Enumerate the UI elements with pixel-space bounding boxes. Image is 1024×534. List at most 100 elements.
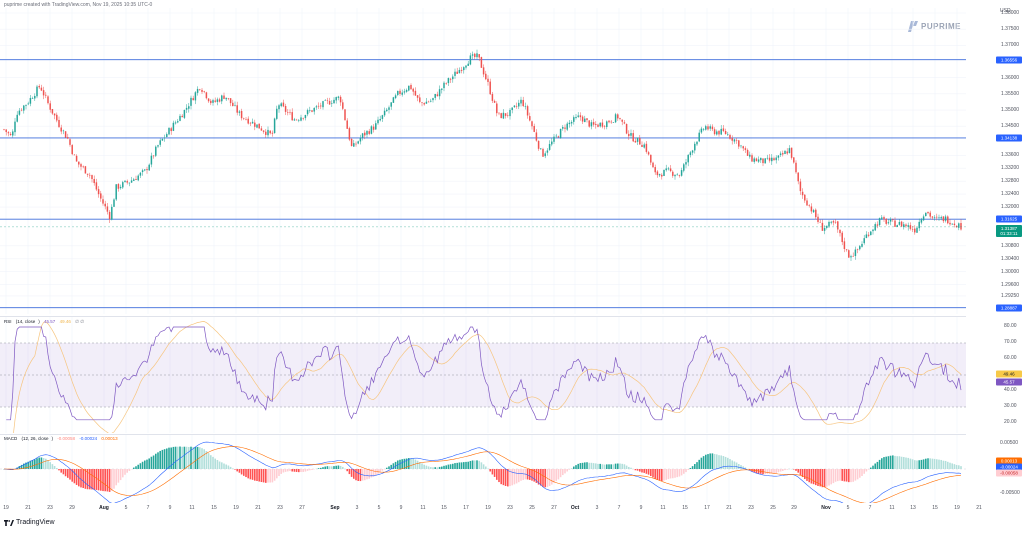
time-tick: 23 — [47, 505, 53, 511]
level-price-tag: 1.36556 — [996, 56, 1022, 64]
rsi-title: RSI (14, close) — [4, 319, 40, 324]
time-tick: 25 — [770, 505, 776, 511]
price-tick: 1.30400 — [1001, 255, 1020, 262]
rsi-value-tag: 49.46 — [996, 370, 1022, 378]
last-price-tag: 1.31387 01:33:11 — [996, 224, 1022, 237]
chart-caption: puprime created with TradingView.com, No… — [4, 2, 153, 8]
price-tick: 1.38000 — [1001, 10, 1020, 16]
time-tick: 19 — [233, 505, 239, 511]
time-tick: 11 — [660, 505, 666, 511]
level-price-tag: 1.34138 — [996, 134, 1022, 142]
time-tick: 3 — [595, 505, 599, 511]
price-tick: 1.32400 — [1001, 191, 1020, 198]
rsi-tick: 70.00 — [1004, 339, 1017, 345]
macd-value-tag: -0.00058 — [996, 469, 1022, 477]
time-tick: 7 — [868, 505, 872, 511]
time-tick: 3 — [355, 505, 359, 511]
macd-value-tag: -0.00024 — [996, 463, 1022, 471]
rsi-tick: 20.00 — [1004, 419, 1017, 425]
rsi-line[interactable] — [6, 326, 962, 421]
price-axis[interactable]: 1.38000 1.37500 1.37000 1.36000 1.35500 1.350… — [966, 0, 1024, 316]
macd-hist-value: -0.00058 — [57, 436, 76, 441]
price-tick: 1.35500 — [1001, 90, 1020, 97]
rsi-legend[interactable]: RSI (14, close) 45.57 49.46 ∅ ∅ — [4, 319, 87, 325]
time-tick: 11 — [889, 505, 895, 511]
macd-title: MACD (12, 26, close) — [4, 436, 54, 441]
time-tick: 15 — [932, 505, 938, 511]
rsi-axis[interactable]: 80.00 70.00 60.00 40.00 30.00 20.00 49.46 45.57 — [966, 316, 1024, 432]
time-tick: 21 — [726, 505, 732, 511]
price-tick: 1.32000 — [1001, 204, 1020, 211]
price-tick: 1.30000 — [1001, 268, 1020, 275]
price-axis-unit: USD — [1000, 8, 1011, 14]
rsi-chart[interactable] — [0, 317, 966, 433]
time-tick: 17 — [704, 505, 710, 511]
time-tick: 23 — [507, 505, 513, 511]
macd-tick: 0.00500 — [1000, 440, 1019, 446]
macd-axis[interactable]: 0.00500 -0.00500 0.00013 -0.00024 -0.00058 — [966, 434, 1024, 502]
time-tick: 21 — [976, 505, 982, 511]
time-tick: 27 — [551, 505, 557, 511]
macd-tick: -0.00500 — [1000, 490, 1020, 496]
price-tick: 1.36000 — [1001, 74, 1020, 81]
time-tick: 17 — [463, 505, 469, 511]
price-tick: 1.33600 — [1001, 152, 1020, 159]
logo-text: PUPRIME — [921, 21, 961, 31]
macd-pane[interactable]: MACD (12, 26, close) -0.00058 -0.00024 0… — [0, 434, 966, 503]
rsi-extra: ∅ ∅ — [75, 319, 85, 324]
rsi-pane[interactable]: RSI (14, close) 45.57 49.46 ∅ ∅ — [0, 316, 966, 433]
price-tick: 1.29600 — [1001, 281, 1020, 288]
tradingview-brand: TradingView — [4, 519, 55, 526]
time-tick: 9 — [639, 505, 643, 511]
macd-value-tag: 0.00013 — [996, 457, 1022, 465]
time-tick: 5 — [377, 505, 381, 511]
time-tick: 15 — [211, 505, 217, 511]
macd-signal-value: 0.00013 — [101, 436, 118, 441]
time-axis[interactable]: 19 21 23 29 Aug 5 7 9 11 15 19 21 23 27 Sep 3 5 9 11 15 17 19… — [0, 505, 982, 515]
time-tick: 19 — [485, 505, 491, 511]
rsi-ma-value: 49.46 — [59, 319, 71, 324]
time-tick: 15 — [441, 505, 447, 511]
rsi-value: 45.57 — [44, 319, 56, 324]
level-price-tag: 1.28887 — [996, 304, 1022, 312]
time-tick: 21 — [25, 505, 31, 511]
rsi-tick: 80.00 — [1004, 323, 1017, 329]
time-tick: Sep — [330, 505, 340, 511]
rsi-tick: 40.00 — [1004, 387, 1017, 393]
time-tick: 21 — [255, 505, 261, 511]
level-price-tag: 1.31625 — [996, 215, 1022, 223]
time-tick: Oct — [570, 505, 580, 511]
time-tick: 9 — [168, 505, 172, 511]
time-tick: 23 — [748, 505, 754, 511]
rsi-value-tag: 45.57 — [996, 378, 1022, 386]
rsi-tick: 60.00 — [1004, 355, 1017, 361]
candlestick-chart[interactable] — [0, 8, 966, 314]
time-tick: 5 — [846, 505, 850, 511]
price-tick: 1.33200 — [1001, 165, 1020, 172]
time-tick: 5 — [124, 505, 128, 511]
tradingview-text: TradingView — [16, 519, 55, 526]
time-tick: 19 — [954, 505, 960, 511]
time-tick: 29 — [69, 505, 75, 511]
time-tick: 15 — [682, 505, 688, 511]
time-tick: 19 — [3, 505, 9, 511]
time-tick: 11 — [189, 505, 195, 511]
price-tick: 1.37000 — [1001, 42, 1020, 49]
time-tick: 11 — [420, 505, 426, 511]
time-tick: 9 — [399, 505, 403, 511]
time-tick: 23 — [277, 505, 283, 511]
time-tick: 13 — [910, 505, 916, 511]
time-tick: 29 — [791, 505, 797, 511]
time-tick: Aug — [99, 505, 109, 511]
price-tick: 1.34500 — [1001, 123, 1020, 130]
macd-chart[interactable] — [0, 435, 966, 503]
time-tick: 7 — [146, 505, 150, 511]
price-tick: 1.32800 — [1001, 178, 1020, 185]
time-tick: Nov — [821, 505, 831, 511]
time-tick: 25 — [529, 505, 535, 511]
price-pane[interactable] — [0, 8, 966, 314]
time-tick: 27 — [299, 505, 305, 511]
tradingview-logo-icon — [4, 519, 14, 526]
time-tick: 7 — [617, 505, 621, 511]
macd-legend[interactable]: MACD (12, 26, close) -0.00058 -0.00024 0… — [4, 436, 121, 441]
